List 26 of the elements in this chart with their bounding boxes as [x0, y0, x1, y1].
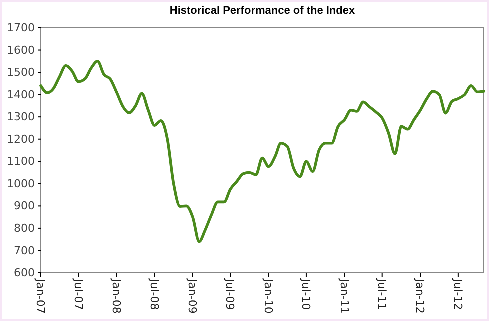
x-tick-label: Jan-12 [414, 278, 427, 314]
y-tick-label: 1500 [7, 66, 35, 80]
x-tick-label: Jul-08 [148, 278, 161, 310]
x-tick-label: Jul-12 [452, 278, 465, 310]
chart-title: Historical Performance of the Index [170, 5, 356, 17]
x-tick-label: Jul-10 [300, 278, 313, 310]
x-tick-label: Jul-07 [72, 278, 85, 310]
x-tick-label: Jan-10 [262, 278, 275, 314]
y-tick-label: 700 [14, 244, 35, 258]
line-series [40, 60, 486, 244]
y-tick-label: 1100 [7, 155, 35, 168]
y-tick-label: 1700 [7, 22, 35, 35]
x-tick-label: Jan-08 [110, 278, 124, 314]
y-tick-label: 1300 [7, 110, 35, 124]
y-tick-label: 1600 [7, 44, 35, 57]
y-tick-label: 1000 [7, 177, 35, 190]
x-tick-label: Jul-11 [375, 278, 388, 310]
x-tick-label: Jan-11 [338, 278, 351, 314]
y-tick-label: 600 [14, 266, 35, 280]
y-tick-label: 900 [14, 200, 35, 213]
x-tick-label: Jan-09 [186, 278, 200, 314]
x-tick-label: Jan-07 [34, 278, 48, 314]
y-tick-label: 1200 [7, 132, 35, 146]
y-tick-label: 800 [14, 222, 35, 235]
y-tick-label: 1400 [7, 88, 35, 102]
x-tick-label: Jul-09 [224, 278, 237, 310]
